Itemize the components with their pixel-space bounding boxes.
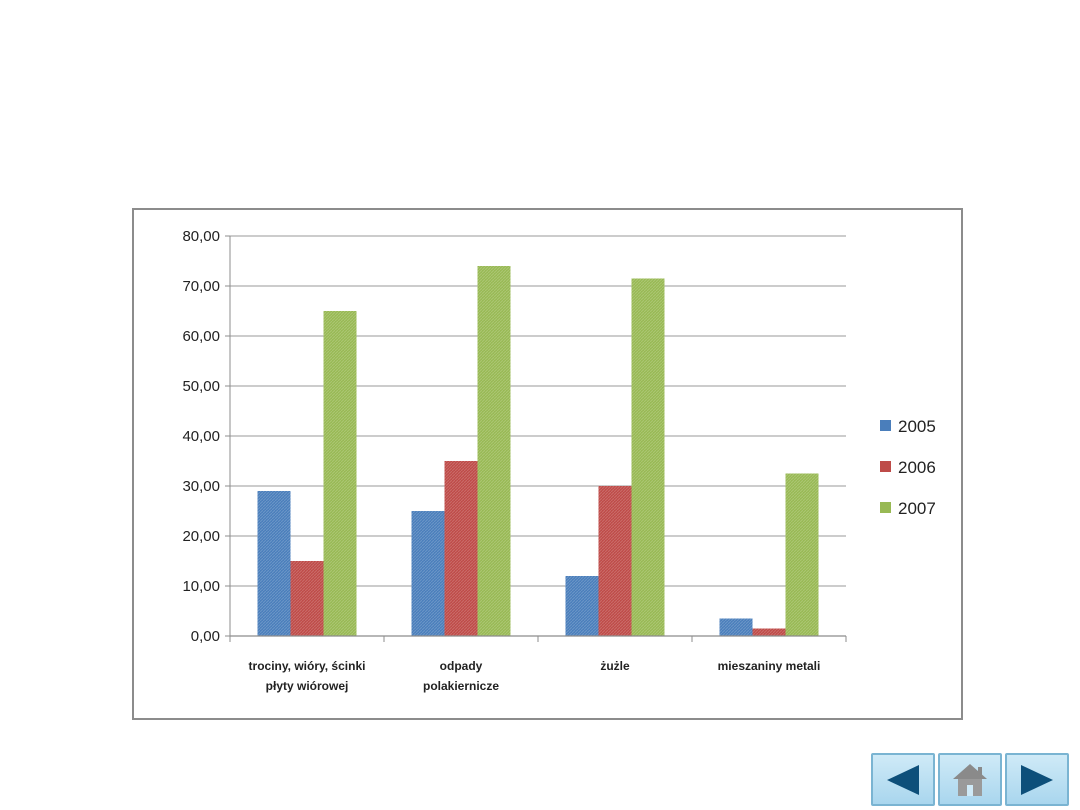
bar-texture — [631, 278, 665, 636]
y-tick-label: 30,00 — [182, 478, 220, 495]
legend-swatch-2007 — [880, 502, 891, 513]
chart-frame: 0,00 10,00 20,00 30,00 40,00 50,00 60,00 70,00 8… — [132, 208, 963, 720]
bar-texture — [444, 461, 478, 636]
y-tick-label: 0,00 — [191, 628, 220, 645]
bar-texture — [752, 628, 786, 636]
y-tick-label: 70,00 — [182, 278, 220, 295]
bar-texture — [565, 576, 599, 636]
x-category-labels: trociny, wióry, ścinki płyty wiórowej odpa… — [249, 659, 821, 693]
bar-chart: 0,00 10,00 20,00 30,00 40,00 50,00 60,00 70,00 8… — [182, 228, 936, 693]
next-icon — [1021, 764, 1053, 795]
y-tick-label: 10,00 — [182, 578, 220, 595]
legend-swatch-2005 — [880, 420, 891, 431]
bar-texture — [257, 491, 291, 636]
x-category-label: polakiernicze — [423, 679, 499, 693]
legend: 2005 2006 2007 — [880, 417, 936, 518]
legend-swatch-2006 — [880, 461, 891, 472]
y-tick-label: 80,00 — [182, 228, 220, 245]
legend-label-2005: 2005 — [898, 417, 936, 436]
bar-texture — [290, 561, 324, 636]
y-tick-label: 40,00 — [182, 428, 220, 445]
home-icon — [953, 763, 987, 796]
y-tick-label: 50,00 — [182, 378, 220, 395]
legend-label-2007: 2007 — [898, 499, 936, 518]
bar-texture — [323, 311, 357, 636]
x-category-label: odpady — [440, 659, 483, 673]
bar-texture — [477, 266, 511, 636]
legend-label-2006: 2006 — [898, 458, 936, 477]
y-tick-labels: 0,00 10,00 20,00 30,00 40,00 50,00 60,00 70,00 8… — [182, 228, 220, 645]
bars — [257, 266, 819, 636]
x-category-label: płyty wiórowej — [266, 679, 349, 693]
bar-texture — [411, 511, 445, 636]
grid-lines — [230, 235, 846, 587]
prev-icon — [887, 764, 919, 795]
prev-button[interactable] — [871, 753, 935, 806]
axes — [225, 235, 847, 642]
bar-texture — [598, 486, 632, 636]
x-category-label: trociny, wióry, ścinki — [249, 659, 366, 673]
next-button[interactable] — [1005, 753, 1069, 806]
y-tick-label: 20,00 — [182, 528, 220, 545]
x-category-label: żużle — [600, 659, 630, 673]
home-button[interactable] — [938, 753, 1002, 806]
navigation-bar — [871, 753, 1070, 808]
bar-texture — [719, 618, 753, 636]
y-tick-label: 60,00 — [182, 328, 220, 345]
bar-texture — [785, 473, 819, 636]
x-category-label: mieszaniny metali — [718, 659, 821, 673]
